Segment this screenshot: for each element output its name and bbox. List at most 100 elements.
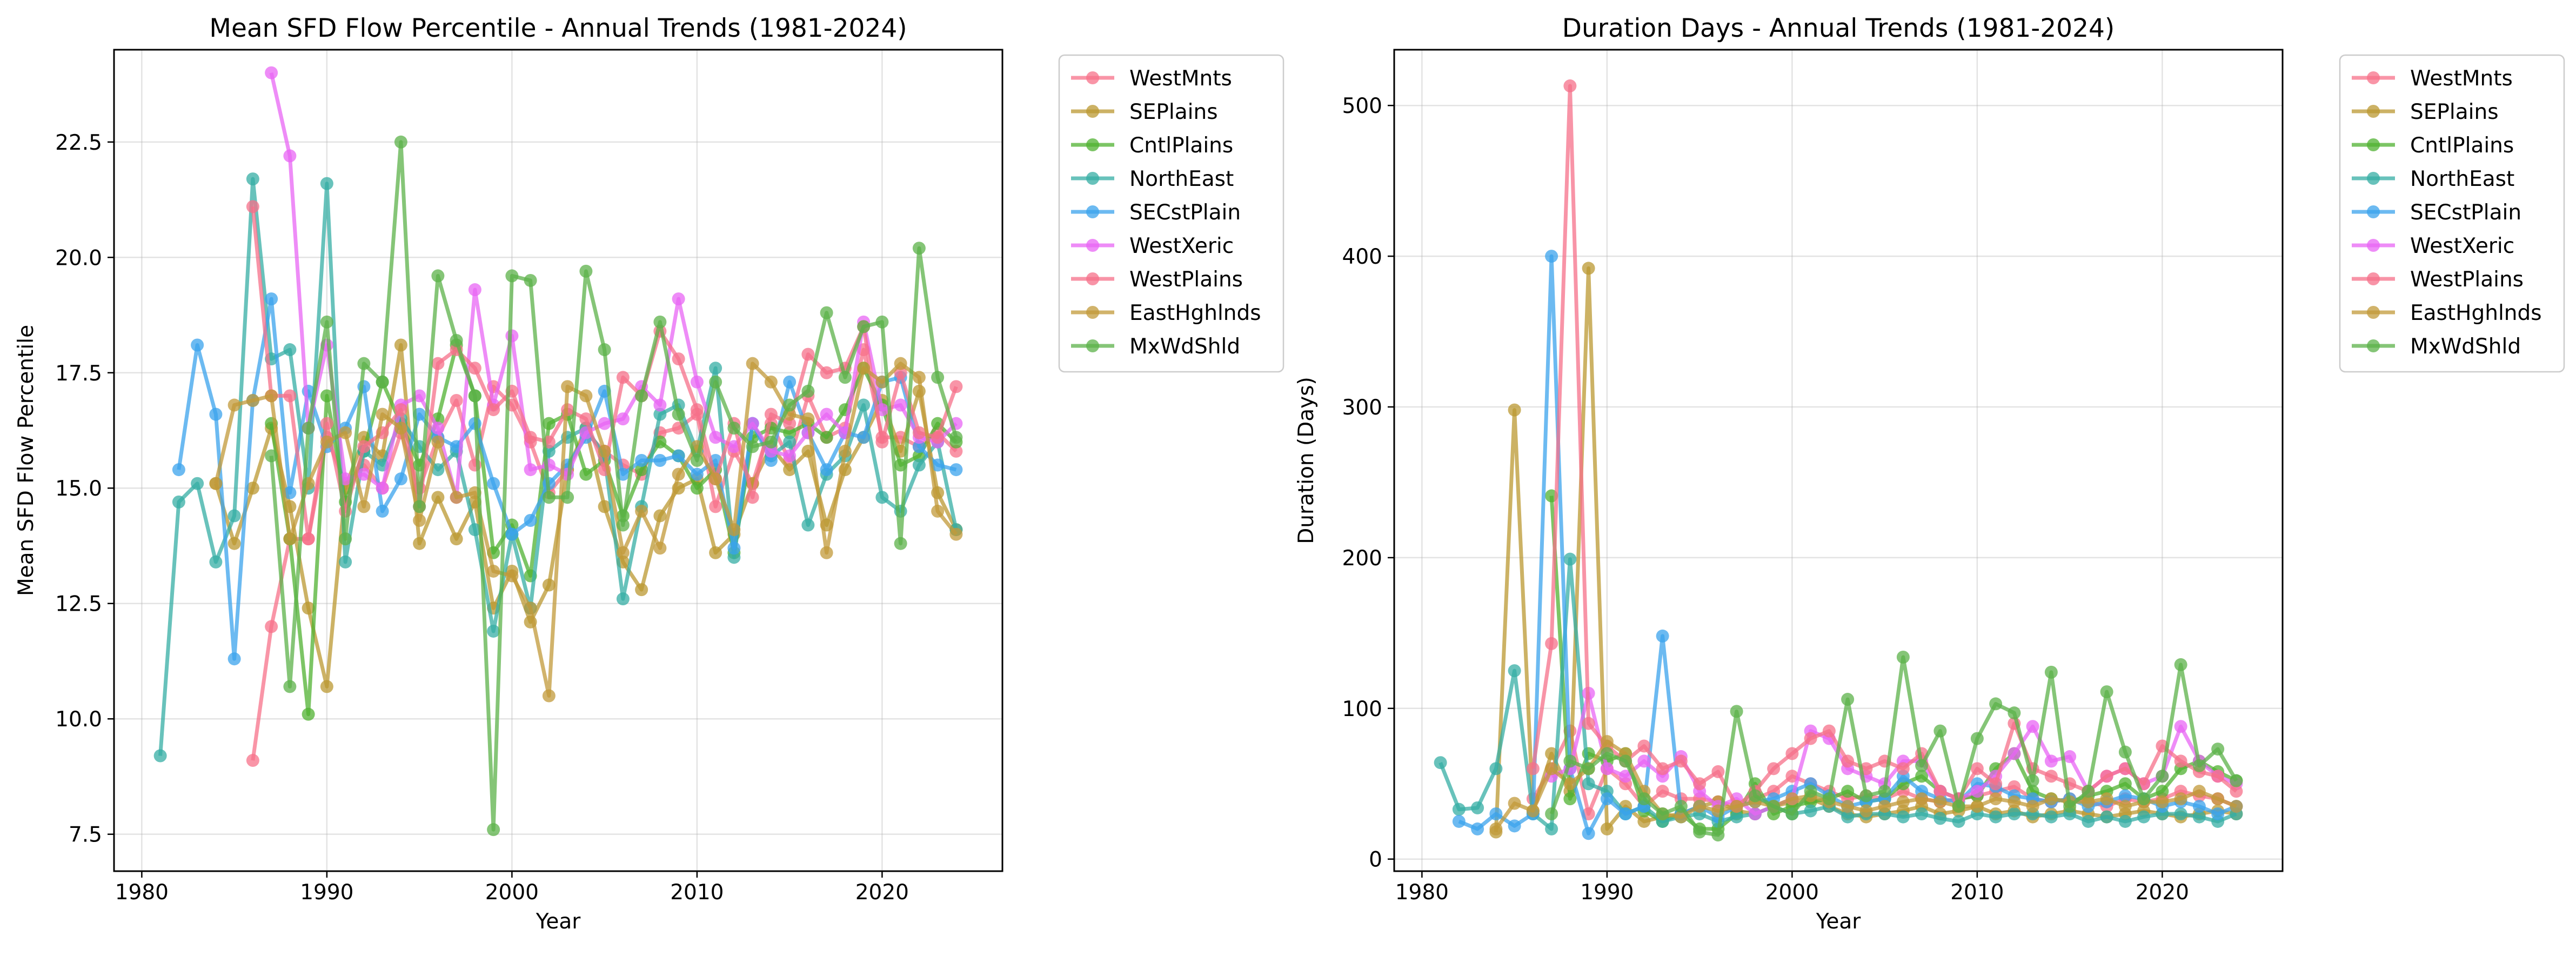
data-point (302, 601, 315, 615)
data-point (875, 491, 889, 504)
x-tick-label: 2000 (1765, 880, 1819, 905)
x-tick-label: 2020 (2136, 880, 2189, 905)
data-point (2211, 770, 2225, 783)
data-point (376, 504, 389, 518)
legend-item: MxWdShld (1071, 335, 1240, 359)
chart-duration-days: 1980 1990 2000 2010 2020 0 100 200 300 400 500 Dur… (1294, 14, 2565, 934)
data-point (1693, 777, 1707, 791)
data-point (949, 444, 963, 458)
data-point (191, 477, 204, 490)
data-point (542, 491, 556, 504)
data-point (246, 172, 259, 186)
data-point (579, 389, 593, 403)
legend-marker (1086, 272, 1099, 285)
data-point (394, 422, 407, 435)
data-point (450, 393, 463, 407)
data-point (209, 555, 223, 569)
data-point (598, 343, 611, 357)
data-point (413, 537, 426, 550)
data-point (820, 407, 833, 421)
data-point (542, 417, 556, 430)
data-point (1711, 828, 1725, 842)
data-point (1952, 800, 1965, 813)
data-point (2063, 800, 2077, 813)
data-point (579, 264, 593, 278)
legend-label: MxWdShld (1129, 335, 1240, 359)
data-point (153, 749, 167, 763)
data-point (820, 546, 833, 559)
legend-marker (1086, 172, 1099, 185)
data-point (1563, 792, 1577, 806)
y-tick-label: 22.5 (55, 131, 102, 155)
data-point (1489, 762, 1503, 776)
legend-label: NorthEast (2410, 167, 2514, 191)
data-point (2044, 792, 2058, 806)
data-point (635, 463, 648, 477)
data-point (1656, 629, 1669, 643)
legend-label: SEPlains (1129, 100, 1218, 124)
data-point (709, 431, 722, 444)
x-tick-label: 1990 (1580, 880, 1634, 905)
legend-marker (2367, 205, 2380, 218)
data-point (672, 352, 685, 366)
data-point (1896, 810, 1910, 824)
data-point (1600, 762, 1614, 776)
x-tick-label: 2010 (1950, 880, 2004, 905)
data-point (1582, 777, 1595, 791)
data-point (542, 578, 556, 592)
data-point (709, 362, 722, 375)
data-point (2026, 774, 2039, 787)
data-point (209, 477, 223, 490)
data-point (653, 315, 667, 329)
data-point (1896, 650, 1910, 664)
data-point (1933, 795, 1947, 808)
data-point (339, 532, 352, 546)
data-point (431, 357, 445, 370)
data-point (1508, 797, 1521, 810)
data-point (2192, 759, 2206, 772)
data-point (1804, 785, 1817, 798)
data-point (1600, 747, 1614, 760)
data-point (487, 564, 500, 578)
data-point (1526, 804, 1540, 818)
data-point (487, 477, 500, 490)
data-point (931, 504, 945, 518)
legend-item: CntlPlains (1071, 133, 1233, 158)
data-point (1841, 785, 1855, 798)
legend-label: EastHghlnds (2410, 301, 2542, 325)
data-point (1767, 762, 1781, 776)
data-point (2174, 792, 2187, 806)
data-point (1970, 785, 1984, 798)
legend-item: WestMnts (2352, 66, 2513, 91)
data-point (172, 463, 185, 477)
data-point (487, 823, 500, 837)
data-point (801, 347, 815, 361)
legend-box (1058, 54, 1284, 373)
data-point (2137, 810, 2151, 824)
legend-label: SECstPlain (1129, 200, 1241, 225)
y-tick-label: 15.0 (55, 477, 102, 501)
data-point (376, 482, 389, 495)
legend-label: SEPlains (2410, 100, 2499, 124)
axis-ticks: 1980 1990 2000 2010 2020 7.5 10.0 12.5 15.0 17.5 2… (55, 131, 909, 905)
data-point (2174, 754, 2187, 768)
data-point (1582, 717, 1595, 730)
legend-marker (2367, 272, 2380, 285)
data-point (894, 537, 907, 550)
data-point (265, 292, 278, 306)
data-point (912, 458, 926, 472)
data-point (505, 269, 519, 283)
data-point (764, 375, 778, 389)
legend-item: SEPlains (1071, 100, 1218, 124)
data-point (820, 431, 833, 444)
data-point (1822, 792, 1836, 806)
legend-item: SECstPlain (1071, 200, 1241, 225)
legend-label: NorthEast (1129, 167, 1234, 191)
legend-marker (1086, 339, 1099, 352)
data-point (320, 177, 333, 190)
data-point (431, 269, 445, 283)
data-point (635, 504, 648, 518)
data-point (265, 449, 278, 463)
data-point (394, 403, 407, 417)
data-point (2008, 807, 2021, 821)
